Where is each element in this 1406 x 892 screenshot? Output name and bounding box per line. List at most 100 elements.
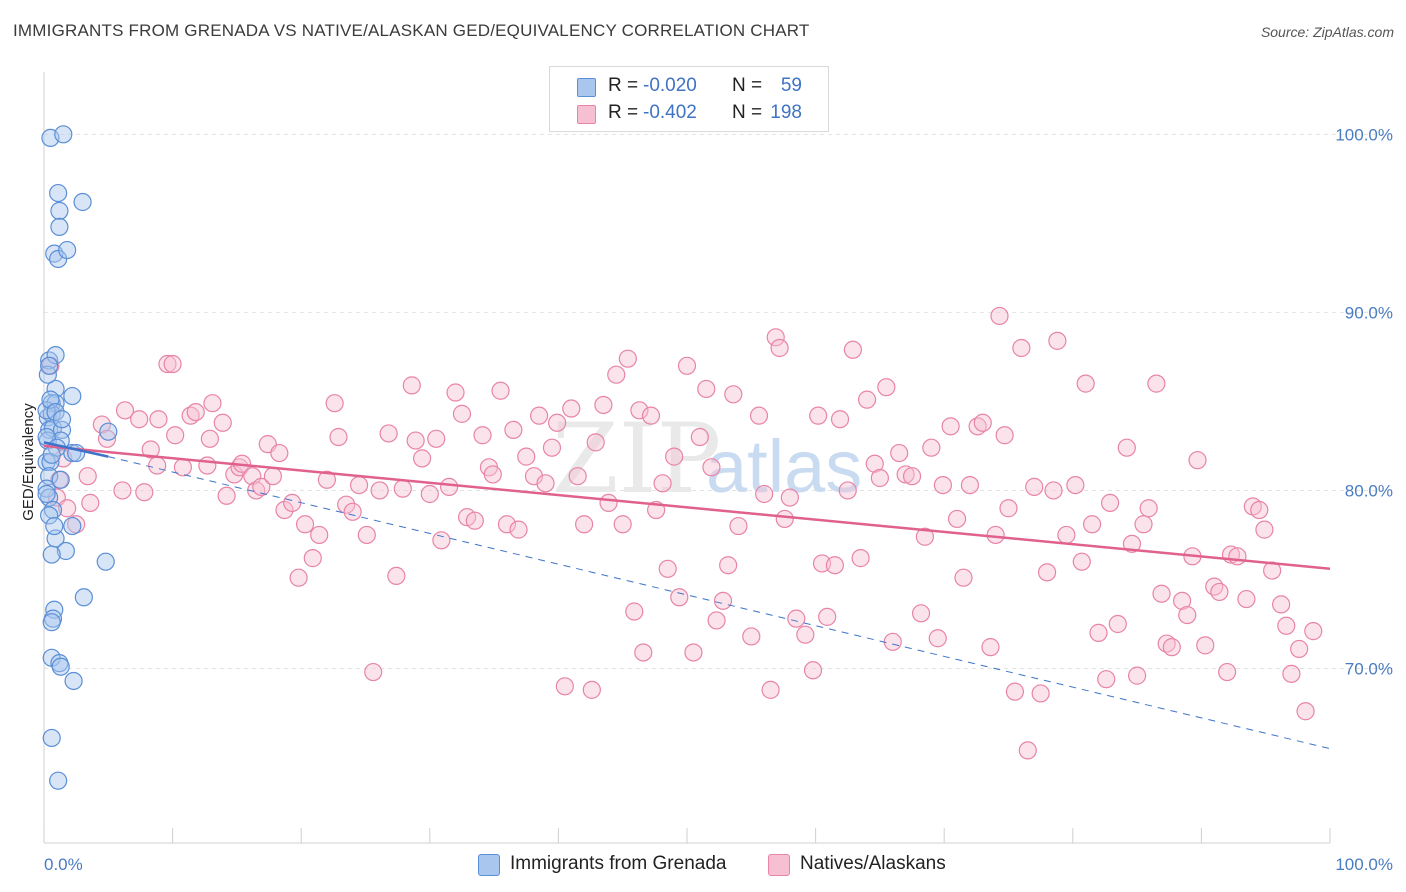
point-grenada [42,445,61,464]
point-natives [536,474,555,493]
point-natives [78,467,97,486]
point-natives [960,475,980,495]
point-natives [317,470,337,489]
point-natives [742,627,761,646]
point-natives [877,378,896,397]
point-natives [890,443,909,463]
point-natives [1178,605,1197,625]
point-natives [509,520,528,539]
point-natives [803,661,823,680]
point-natives [1037,563,1057,582]
point-natives [825,556,844,575]
x-tick-label-min: 0.0% [44,855,83,874]
point-natives [406,431,425,450]
point-natives [1228,547,1247,566]
point-natives [1210,582,1229,602]
point-natives [883,632,902,651]
point-natives [986,525,1005,545]
point-natives [1205,577,1224,596]
point-natives [158,354,177,374]
legend-n-label: N = [732,102,763,123]
point-natives [343,502,362,521]
point-natives [634,643,653,662]
point-grenada [63,516,82,536]
point-natives [1250,500,1269,520]
point-natives [594,395,613,415]
point-natives [1100,493,1120,513]
point-natives [761,680,780,699]
trend-lines [43,441,1331,750]
point-natives [337,495,356,514]
point-natives [465,511,484,530]
y-tick-label: 100.0% [1335,125,1393,144]
point-natives [1031,684,1050,703]
point-natives [968,417,987,436]
point-grenada [42,545,61,564]
point-natives [1076,374,1095,393]
point-natives [922,438,941,457]
trend-line-grenada [43,441,109,458]
legend-r-value: -0.020 [643,75,697,96]
point-natives [684,643,703,662]
point-natives [641,406,661,425]
point-natives [749,406,769,425]
point-natives [1044,481,1063,500]
point-grenada [46,346,65,365]
point-natives [275,500,294,520]
point-natives [163,354,182,374]
point-natives [981,638,1000,657]
point-natives [148,456,167,475]
point-natives [933,475,953,495]
point-natives [707,611,726,630]
point-natives [113,481,132,500]
point-natives [1072,552,1091,571]
point-natives [618,349,637,368]
point-natives [653,474,672,493]
point-natives [325,394,344,413]
point-natives [896,465,915,484]
point-natives [198,456,217,475]
point-natives [1048,331,1067,350]
y-axis-label: GED/Equivalency [20,403,37,521]
point-natives [1139,499,1158,518]
bottom-legend-label: Immigrants from Grenada [510,853,727,874]
point-natives [1108,614,1127,634]
point-natives [911,604,931,623]
point-natives [990,306,1009,326]
point-natives [1157,634,1176,653]
y-tick-label: 80.0% [1345,481,1393,500]
point-natives [1152,584,1171,603]
point-natives [1296,702,1315,721]
point-natives [1282,664,1301,683]
point-natives [599,493,618,513]
point-natives [690,427,709,447]
series-natives-points [41,306,1323,760]
point-grenada [49,771,68,790]
legend-n-value: 59 [780,75,802,96]
point-natives [491,381,510,400]
point-natives [697,379,716,399]
point-natives [857,390,877,409]
point-grenada [40,356,59,375]
point-natives [915,527,935,546]
point-natives [770,338,789,358]
point-natives [809,406,828,425]
point-natives [412,449,432,468]
point-natives [1097,670,1116,689]
point-natives [1173,591,1192,610]
point-natives [902,467,922,486]
point-natives [213,413,232,432]
point-natives [524,467,544,486]
legend-n-label: N = [732,75,763,96]
point-natives [787,609,806,628]
point-natives [555,677,574,696]
point-natives [483,465,502,484]
point-natives [439,477,459,496]
point-natives [830,410,850,429]
point-natives [729,516,748,536]
point-natives [370,481,389,500]
point-natives [497,515,517,534]
point-natives [1018,741,1037,760]
point-natives [1272,595,1291,614]
